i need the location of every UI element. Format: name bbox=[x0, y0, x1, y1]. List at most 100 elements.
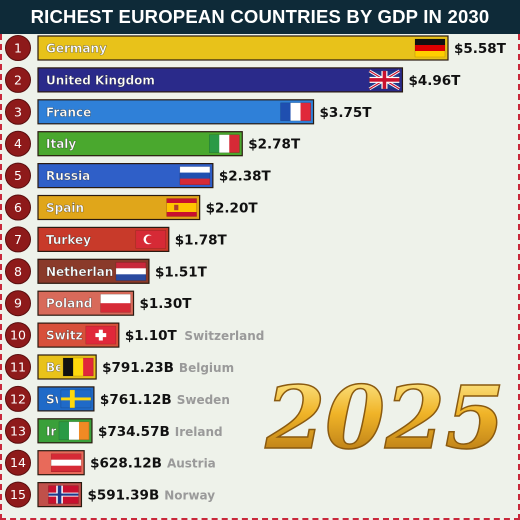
flag-se-icon bbox=[60, 389, 92, 409]
bar-row-united-kingdom: 2 United Kingdom $4.96T bbox=[5, 66, 461, 93]
rank-badge bbox=[5, 449, 31, 476]
value-label: $2.38T bbox=[219, 169, 272, 185]
flag-gb-icon bbox=[368, 69, 401, 91]
flag-ie-icon bbox=[58, 421, 90, 441]
bar-row-spain: 6 Spain $2.20T bbox=[5, 194, 259, 221]
bar-row-turkey: 7 Turkey $1.78T bbox=[5, 226, 228, 253]
rank-number: 10 bbox=[10, 328, 26, 343]
value-label: $791.23B bbox=[102, 360, 174, 376]
bar-row-austria: 14 $628.12B Austria bbox=[5, 449, 216, 476]
bar-label: Germany bbox=[46, 42, 107, 56]
rank-badge bbox=[5, 226, 31, 253]
rank-number: 2 bbox=[14, 72, 22, 87]
rank-number: 8 bbox=[14, 264, 22, 279]
rank-number: 11 bbox=[10, 360, 26, 375]
bar-label: Ir bbox=[46, 424, 56, 438]
rank-badge bbox=[5, 66, 31, 93]
value-label: $1.10T bbox=[125, 328, 178, 344]
rank-badge bbox=[5, 385, 31, 412]
rank-number: 4 bbox=[14, 136, 22, 151]
value-label: $2.20T bbox=[206, 201, 259, 217]
rank-badge bbox=[5, 162, 31, 189]
header-bar bbox=[0, 0, 520, 34]
rank-badge bbox=[5, 130, 31, 157]
value-label: $3.75T bbox=[320, 105, 373, 121]
rank-badge bbox=[5, 354, 31, 380]
flag-no-icon bbox=[48, 485, 79, 504]
rank-number: 13 bbox=[10, 423, 26, 438]
bar-label: Switz bbox=[46, 329, 83, 343]
side-country-label: Ireland bbox=[175, 425, 223, 439]
bar bbox=[37, 99, 315, 125]
bar-row-norway: 15 $591.39B Norway bbox=[5, 481, 215, 508]
flag-it-icon bbox=[209, 134, 240, 153]
chart-title: RICHEST EUROPEAN COUNTRIES BY GDP IN 203… bbox=[30, 6, 490, 27]
flag-at-icon bbox=[50, 453, 82, 472]
bar-label: France bbox=[46, 105, 91, 119]
bar-row-france: 3 France $3.75T bbox=[5, 98, 373, 125]
rank-badge bbox=[5, 258, 31, 285]
rank-number: 14 bbox=[10, 455, 26, 470]
value-label: $2.78T bbox=[248, 137, 301, 153]
bar-row-italy: 4 Italy $2.78T bbox=[5, 130, 301, 157]
value-label: $1.30T bbox=[140, 296, 193, 312]
rank-number: 6 bbox=[14, 200, 22, 215]
flag-fr-icon bbox=[280, 102, 311, 122]
side-country-label: Belgium bbox=[179, 361, 234, 375]
bar-row-poland: 9 Poland $1.30T bbox=[5, 290, 193, 317]
bar-row-russia: 5 Russia $2.38T bbox=[5, 162, 272, 189]
rank-badge bbox=[5, 417, 31, 444]
side-country-label: Austria bbox=[167, 457, 216, 471]
flag-be-icon bbox=[62, 357, 94, 377]
side-country-label: Norway bbox=[164, 489, 215, 503]
bar-label: United Kingdom bbox=[46, 73, 155, 87]
value-label: $4.96T bbox=[408, 73, 461, 89]
rank-badge bbox=[5, 98, 31, 125]
bar-label: Netherland bbox=[46, 265, 122, 279]
rank-number: 5 bbox=[14, 168, 22, 183]
flag-tr-icon bbox=[135, 230, 167, 249]
value-label: $1.51T bbox=[155, 264, 208, 280]
flag-ch-icon bbox=[85, 325, 117, 345]
year-2025-decoration: 2025 bbox=[264, 368, 504, 469]
rank-number: 3 bbox=[14, 104, 22, 119]
value-label: $1.78T bbox=[175, 232, 228, 248]
bar-label: Turkey bbox=[46, 233, 91, 247]
value-label: $761.12B bbox=[100, 392, 172, 408]
rank-badge bbox=[5, 481, 31, 508]
rank-number: 1 bbox=[14, 41, 22, 56]
rank-badge bbox=[5, 194, 31, 221]
value-label: $734.57B bbox=[98, 424, 170, 440]
dashed-frame bbox=[0, 34, 520, 520]
value-label: $628.12B bbox=[90, 456, 162, 472]
rank-number: 12 bbox=[10, 391, 26, 406]
bar-label: Be bbox=[46, 361, 63, 375]
bar-row-belgium: 11 Be $791.23B Belgium bbox=[5, 354, 234, 380]
rank-badge bbox=[5, 290, 31, 317]
flag-es-icon bbox=[166, 198, 197, 217]
value-label: $591.39B bbox=[87, 488, 159, 504]
bar-row-sweden: 12 Sw $761.12B Sweden bbox=[5, 385, 230, 412]
bar-row-germany: 1 Germany $5.58T bbox=[5, 35, 507, 61]
bar-row-switzerland: 10 Switz $1.10T Switzerland bbox=[5, 322, 264, 349]
rank-badge bbox=[5, 35, 31, 61]
bar bbox=[37, 67, 404, 93]
side-country-label: Switzerland bbox=[184, 329, 264, 343]
bar-label: Russia bbox=[46, 169, 90, 183]
bar-label: Italy bbox=[46, 137, 76, 151]
flag-nl-icon bbox=[115, 262, 147, 281]
rank-number: 9 bbox=[14, 296, 22, 311]
rank-number: 7 bbox=[14, 232, 22, 247]
rank-badge bbox=[5, 322, 31, 349]
side-country-label: Sweden bbox=[177, 393, 230, 407]
value-label: $5.58T bbox=[454, 41, 507, 57]
bar-row-netherland: 8 Netherland $1.51T bbox=[5, 258, 208, 285]
bar-row-ireland: 13 Ir $734.57B Ireland bbox=[5, 417, 223, 444]
flag-de-icon bbox=[414, 38, 446, 58]
bar-label: Spain bbox=[46, 201, 84, 215]
rank-number: 15 bbox=[10, 487, 26, 502]
bar-label: Poland bbox=[46, 297, 92, 311]
flag-ru-icon bbox=[179, 166, 211, 185]
bar bbox=[37, 131, 243, 157]
